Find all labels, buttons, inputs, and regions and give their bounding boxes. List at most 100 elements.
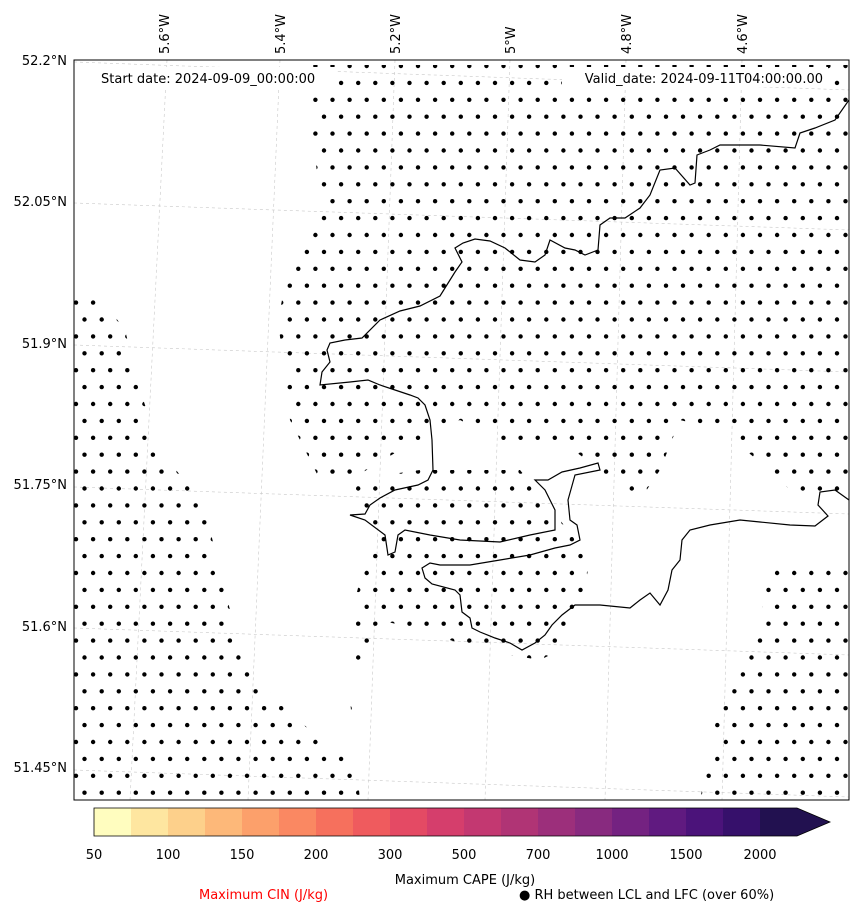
rh-dot bbox=[338, 418, 344, 424]
rh-dot bbox=[74, 638, 79, 643]
rh-dot bbox=[125, 604, 130, 609]
rh-dot bbox=[518, 503, 523, 508]
rh-dot bbox=[723, 368, 728, 373]
rh-dot bbox=[638, 165, 643, 170]
colorbar-tick-labels: 50 100 150 200 300 500 700 1000 1500 2000 bbox=[86, 848, 777, 863]
rh-dot bbox=[732, 722, 737, 728]
rh-dot bbox=[518, 131, 523, 136]
rh-dot bbox=[116, 418, 122, 424]
rh-dot bbox=[356, 418, 361, 424]
rh-dot bbox=[475, 553, 481, 559]
rh-dot bbox=[296, 266, 301, 271]
rh-dot bbox=[757, 199, 763, 204]
rh-dot bbox=[800, 418, 805, 424]
rh-dot bbox=[774, 435, 780, 440]
rh-dot bbox=[774, 739, 780, 745]
rh-dot bbox=[655, 165, 660, 170]
rh-dot bbox=[834, 689, 840, 694]
rh-dot bbox=[492, 621, 498, 626]
rh-dot bbox=[809, 300, 814, 305]
rh-dot bbox=[407, 148, 412, 153]
rh-dot bbox=[467, 65, 472, 69]
rh-dot bbox=[338, 249, 344, 255]
rh-dot bbox=[689, 199, 694, 204]
rh-dot bbox=[287, 722, 292, 728]
rh-dot bbox=[629, 418, 634, 424]
rh-dot bbox=[219, 722, 224, 728]
rh-dot bbox=[441, 215, 446, 221]
rh-dot bbox=[99, 587, 104, 593]
rh-dot bbox=[569, 570, 575, 576]
rh-dot bbox=[227, 773, 233, 778]
coastline bbox=[319, 99, 849, 651]
rh-dot bbox=[595, 418, 600, 424]
rh-dot bbox=[450, 65, 455, 69]
rh-dot bbox=[783, 351, 788, 356]
rh-dot bbox=[364, 368, 369, 373]
rh-dot bbox=[501, 266, 506, 271]
rh-dot bbox=[689, 131, 694, 136]
rh-dot bbox=[569, 401, 575, 407]
rh-dot bbox=[338, 351, 344, 356]
rh-dot bbox=[774, 401, 780, 407]
rh-dot bbox=[450, 97, 455, 103]
rh-dot bbox=[356, 655, 361, 660]
rh-dot bbox=[706, 266, 711, 271]
rh-dot bbox=[603, 165, 609, 170]
rh-dot bbox=[834, 182, 840, 187]
rh-dot bbox=[638, 469, 643, 474]
rh-dot bbox=[552, 570, 557, 576]
rh-dot bbox=[467, 604, 472, 609]
colorbar-tick-label: 1500 bbox=[669, 848, 702, 863]
rh-dot bbox=[834, 249, 840, 255]
rh-dot bbox=[159, 537, 164, 542]
rh-dot bbox=[757, 638, 763, 643]
rh-dot bbox=[646, 452, 652, 457]
rh-dot bbox=[672, 334, 677, 339]
rh-dot bbox=[210, 773, 215, 778]
rh-dot bbox=[809, 199, 814, 204]
rh-dot bbox=[150, 553, 156, 559]
rh-dot bbox=[432, 199, 438, 204]
colorbar-tick-label: 700 bbox=[526, 848, 551, 863]
rh-dot bbox=[219, 689, 224, 694]
rh-dot bbox=[202, 587, 207, 593]
colorbar-segment bbox=[353, 808, 391, 836]
rh-dot bbox=[133, 722, 138, 728]
rh-dot bbox=[817, 283, 823, 288]
rh-dot bbox=[347, 266, 352, 271]
rh-dot bbox=[621, 469, 626, 474]
rh-dot bbox=[680, 283, 686, 288]
rh-dot bbox=[621, 199, 626, 204]
rh-dot bbox=[159, 604, 164, 609]
rh-dot bbox=[484, 131, 489, 136]
rh-dot bbox=[578, 587, 583, 593]
rh-dot bbox=[817, 790, 823, 795]
rh-dot bbox=[407, 553, 412, 559]
rh-dot bbox=[475, 621, 481, 626]
rh-dot bbox=[424, 351, 429, 356]
rh-dot bbox=[800, 621, 805, 626]
rh-dot bbox=[518, 604, 523, 609]
rh-dot bbox=[843, 739, 848, 745]
rh-dot bbox=[330, 469, 335, 474]
rh-dot bbox=[467, 97, 472, 103]
rh-dot bbox=[441, 384, 446, 390]
rh-dot bbox=[185, 790, 190, 795]
rh-dot bbox=[749, 722, 754, 728]
rh-dot bbox=[424, 80, 429, 86]
rh-dot bbox=[167, 790, 173, 795]
rh-dot bbox=[108, 334, 113, 339]
rh-dot bbox=[732, 215, 737, 221]
rh-dot bbox=[492, 283, 498, 288]
rh-dot bbox=[202, 621, 207, 626]
rh-dot bbox=[108, 672, 113, 677]
rh-dot bbox=[535, 300, 540, 305]
rh-dot bbox=[373, 621, 378, 626]
rh-dot bbox=[338, 215, 344, 221]
rh-dot bbox=[561, 384, 566, 390]
rh-dot bbox=[740, 739, 746, 745]
rh-dot bbox=[800, 384, 805, 390]
rh-dot bbox=[544, 317, 549, 322]
rh-dot bbox=[373, 520, 378, 525]
